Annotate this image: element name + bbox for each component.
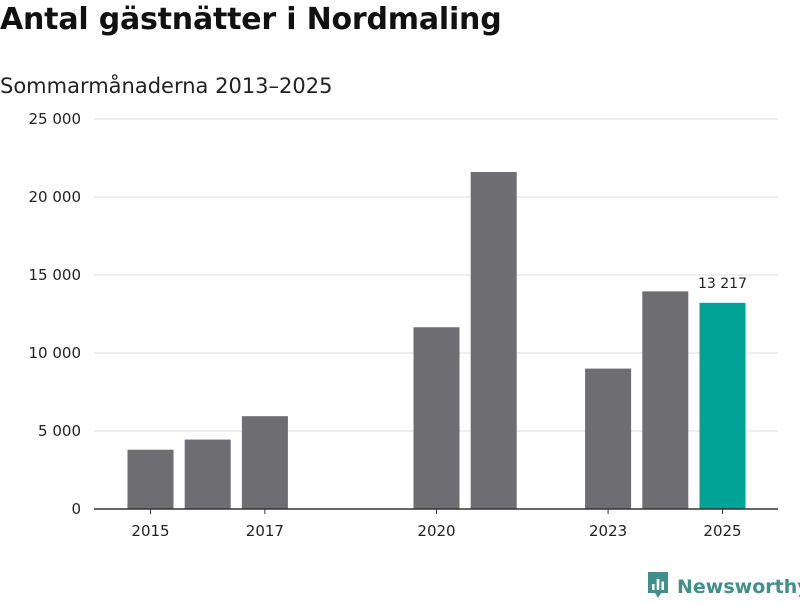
brand-name: Newsworthy [677, 576, 800, 598]
x-tick-label: 2015 [131, 522, 169, 540]
y-tick-label: 5 000 [38, 422, 81, 440]
bar-2020 [413, 327, 460, 509]
x-tick-label: 2017 [246, 522, 284, 540]
x-tick-label: 2020 [417, 522, 455, 540]
chart-subtitle: Sommarmånaderna 2013–2025 [0, 74, 333, 98]
bar-2015 [127, 449, 174, 509]
y-tick-label: 0 [71, 500, 81, 518]
y-tick-label: 10 000 [29, 344, 82, 362]
x-tick-label: 2023 [589, 522, 627, 540]
newsworthy-logo-icon [646, 570, 670, 604]
x-tick-label: 2025 [703, 522, 741, 540]
chart-title: Antal gästnätter i Nordmaling [0, 2, 502, 37]
y-axis-ticks: 0 5 000 10 000 15 000 20 000 25 000 [29, 110, 82, 518]
x-axis-ticks: 2015 2017 2020 2023 2025 [131, 509, 742, 540]
bar-2023 [585, 368, 632, 509]
y-tick-label: 15 000 [29, 266, 82, 284]
y-tick-label: 25 000 [29, 110, 82, 128]
bar-2021 [470, 172, 517, 510]
bar-2024 [642, 291, 689, 509]
brand-logo[interactable]: Newsworthy [646, 570, 800, 604]
data-labels: 13 217 [698, 276, 747, 292]
y-tick-label: 20 000 [29, 188, 82, 206]
bar-2017 [241, 416, 288, 509]
bars [127, 172, 746, 510]
bar-2016 [184, 439, 231, 509]
data-label: 13 217 [698, 276, 747, 292]
bar-2025 [699, 302, 746, 509]
